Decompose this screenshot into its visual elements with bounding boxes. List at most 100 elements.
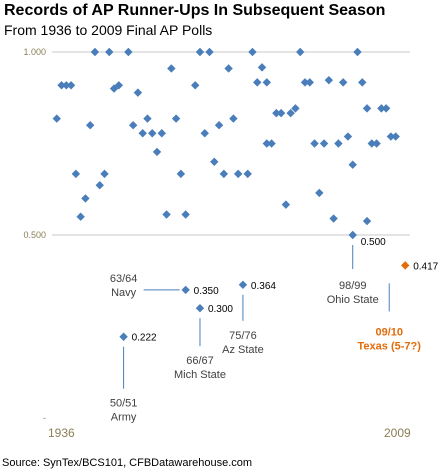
data-point [200,129,209,138]
annotation-value: 0.417 [413,261,438,272]
data-point [291,104,300,113]
data-point [210,157,219,166]
data-point [152,147,162,157]
data-point [372,139,381,148]
data-point [119,332,128,341]
data-point [105,47,114,57]
data-point [224,64,233,73]
data-point [90,47,100,57]
data-point [319,139,329,148]
data-point [305,78,314,87]
annotation-season: 63/64 [110,273,138,285]
annotation-team: Mich State [174,369,226,381]
y-tick-label: 0.500 [23,230,46,240]
data-point [262,139,271,148]
data-point [214,121,224,130]
data-point [348,160,357,169]
data-point [262,78,271,87]
annotation-season: 09/10 [375,326,403,338]
annotation-leader-lines [123,245,390,389]
data-point [353,47,362,57]
data-point [85,121,95,130]
data-point [114,81,124,90]
annotation-value: 0.500 [361,237,386,248]
grid-layer [52,51,410,236]
chart-title: Records of AP Runner-Ups In Subsequent S… [4,2,386,19]
data-point [343,132,353,141]
data-point [181,285,190,295]
chart-subtitle: From 1936 to 2009 Final AP Polls [4,22,213,38]
annotation-value: 0.364 [251,281,276,292]
data-point [176,169,186,179]
data-point [300,78,310,87]
data-point [391,132,400,141]
data-point [167,64,176,73]
annotation-team: Texas (5-7?) [358,340,422,352]
annotation-value: 0.222 [132,333,157,344]
data-point [381,104,391,113]
data-point [171,114,181,123]
data-point [143,114,152,123]
data-point [272,108,281,118]
annotation-value: 0.300 [208,304,233,315]
data-point [257,63,267,72]
annotation-season: 50/51 [110,398,138,410]
data-point [229,114,238,123]
data-point [95,181,104,190]
data-point [62,81,71,90]
data-point [238,280,248,289]
x-tick-label: 2009 [384,426,411,440]
data-point [267,139,276,148]
data-point [310,139,319,148]
data-point [386,132,396,141]
data-point [348,230,357,240]
data-point [401,261,410,270]
annotation-team: Navy [111,287,137,299]
data-point [219,169,229,179]
data-point [248,47,257,57]
data-point [81,194,90,203]
annotation-team: Army [111,412,137,424]
data-point [334,139,343,148]
data-point [281,200,291,209]
data-point [148,129,157,138]
data-point [66,81,76,90]
data-point [362,104,372,113]
data-point [195,47,205,57]
annotation-team: Ohio State [327,294,379,306]
data-point [128,121,138,130]
data-point [191,81,200,90]
data-point [329,214,338,223]
data-points [52,47,410,341]
annotation-season: 98/99 [339,280,367,292]
x-tick-label: 1936 [48,426,75,440]
data-point [243,169,252,179]
y-tick-label: 1.000 [23,47,46,57]
data-point [138,129,147,138]
data-point [253,78,262,87]
data-point [100,169,109,179]
annotation-season: 66/67 [186,355,214,367]
data-point [57,81,66,90]
data-point [195,304,205,313]
data-point [52,114,61,123]
data-point [338,78,348,87]
data-point [124,47,133,57]
data-point [276,108,286,118]
data-point [133,88,143,97]
source-note: Source: SynTex/BCS101, CFBDatawarehouse.… [2,457,253,469]
data-point [358,78,367,87]
data-point [324,75,334,85]
data-point [367,139,377,148]
data-point [296,47,305,57]
data-point [157,129,166,138]
annotation-season: 75/76 [229,330,257,342]
axis-layer: 1.000 0.500 -1936 2009 [23,47,411,440]
annotation-labels: 0.222 50/51 Army 0.350 63/64 Navy 0.300 66/67 Mi… [110,237,439,424]
annotation-value: 0.350 [194,286,219,297]
data-point [362,216,372,226]
data-point [162,210,171,219]
data-point [71,169,81,179]
y-tick-label: - [43,413,46,423]
